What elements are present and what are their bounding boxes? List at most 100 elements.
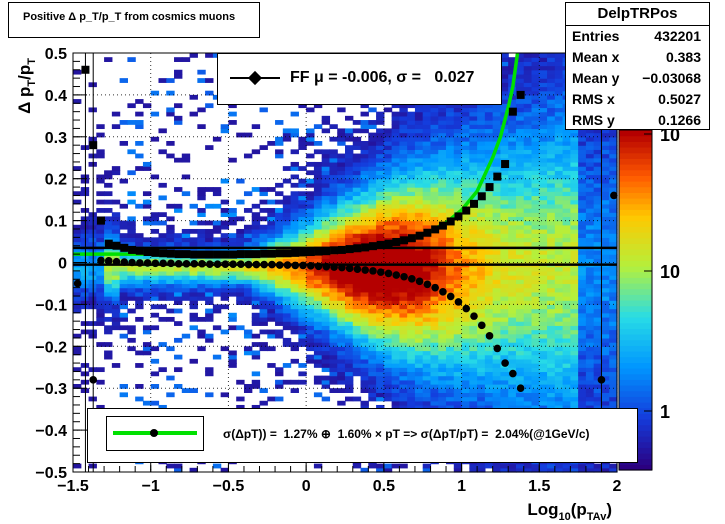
heatmap-cell — [282, 228, 292, 234]
heatmap-cell — [539, 199, 548, 205]
heatmap-cell — [531, 69, 540, 75]
heatmap-cell — [399, 304, 408, 310]
heatmap-cell — [197, 228, 206, 234]
mean-point — [376, 268, 385, 276]
heatmap-cell — [329, 187, 338, 192]
heatmap-cell — [477, 111, 486, 117]
heatmap-cell — [601, 174, 610, 180]
palette-cell — [619, 203, 652, 210]
heatmap-cell — [515, 400, 525, 406]
heatmap-cell — [539, 392, 548, 398]
heatmap-cell — [243, 241, 253, 247]
heatmap-cell — [282, 203, 292, 209]
rms-point — [244, 250, 253, 259]
heatmap-cell — [515, 304, 525, 310]
heatmap-cell — [383, 187, 393, 192]
heatmap-cell — [492, 300, 502, 305]
heatmap-cell — [469, 384, 478, 389]
heatmap-cell — [422, 270, 432, 276]
heatmap-cell — [407, 308, 416, 314]
heatmap-cell — [414, 283, 424, 289]
heatmap-cell — [531, 199, 540, 205]
mean-point — [501, 359, 509, 367]
heatmap-cell — [492, 249, 502, 255]
heatmap-cell — [205, 316, 214, 322]
heatmap-cell — [321, 212, 331, 218]
heatmap-cell — [500, 149, 509, 155]
heatmap-cell — [306, 212, 315, 218]
heatmap-cell — [578, 375, 587, 381]
heatmap-cell — [236, 296, 245, 301]
heatmap-cell — [453, 191, 463, 197]
heatmap-cell — [73, 99, 82, 104]
heatmap-cell — [500, 233, 509, 238]
heatmap-cell — [321, 342, 331, 347]
heatmap-cell — [376, 220, 385, 226]
heatmap-cell — [523, 358, 533, 364]
heatmap-cell — [539, 283, 548, 289]
heatmap-cell — [430, 136, 439, 142]
heatmap-cell — [368, 346, 377, 352]
heatmap-cell — [593, 228, 603, 234]
rms-point — [143, 248, 152, 257]
heatmap-cell — [352, 296, 362, 301]
heatmap-cell — [601, 308, 610, 314]
heatmap-cell — [150, 291, 160, 297]
heatmap-cell — [609, 333, 618, 339]
heatmap-cell — [438, 107, 447, 113]
heatmap-cell — [407, 115, 416, 121]
heatmap-cell — [391, 103, 400, 109]
heatmap-cell — [282, 136, 292, 142]
heatmap-cell — [104, 199, 113, 205]
heatmap-cell — [531, 145, 540, 150]
palette-cell — [619, 271, 652, 278]
heatmap-cell — [601, 237, 610, 243]
heatmap-cell — [127, 296, 136, 301]
heatmap-cell — [290, 212, 299, 218]
heatmap-cell — [461, 115, 470, 121]
heatmap-cell — [360, 166, 369, 171]
heatmap-cell — [119, 275, 128, 280]
heatmap-cell — [500, 61, 509, 67]
heatmap-cell — [484, 371, 494, 377]
heatmap-cell — [119, 283, 128, 289]
heatmap-cell — [585, 145, 595, 150]
heatmap-cell — [585, 170, 595, 176]
heatmap-cell — [166, 153, 175, 159]
heatmap-cell — [453, 270, 463, 276]
heatmap-cell — [298, 182, 307, 188]
heatmap-cell — [313, 337, 323, 343]
heatmap-cell — [407, 241, 416, 247]
heatmap-cell — [376, 463, 385, 469]
heatmap-cell — [360, 103, 369, 109]
heatmap-cell — [345, 304, 354, 310]
heatmap-cell — [376, 321, 385, 326]
heatmap-cell — [236, 404, 245, 410]
heatmap-cell — [461, 216, 470, 222]
heatmap-cell — [391, 304, 400, 310]
heatmap-cell — [414, 153, 424, 159]
heatmap-cell — [111, 212, 121, 218]
heatmap-cell — [547, 350, 556, 356]
heatmap-cell — [593, 128, 603, 134]
heatmap-cell — [104, 308, 113, 314]
heatmap-cell — [609, 308, 618, 314]
heatmap-cell — [228, 325, 237, 331]
heatmap-cell — [438, 346, 447, 352]
heatmap-cell — [578, 300, 587, 305]
heatmap-cell — [290, 312, 299, 318]
heatmap-cell — [578, 392, 587, 398]
heatmap-cell — [446, 367, 455, 373]
heatmap-cell — [500, 182, 509, 188]
heatmap-cell — [174, 103, 183, 109]
heatmap-cell — [430, 296, 439, 301]
heatmap-cell — [593, 203, 603, 209]
mean-point — [120, 258, 129, 266]
heatmap-cell — [376, 379, 385, 385]
heatmap-cell — [383, 216, 393, 222]
heatmap-cell — [446, 208, 455, 213]
heatmap-cell — [220, 291, 230, 297]
heatmap-cell — [453, 287, 463, 293]
heatmap-cell — [251, 220, 261, 226]
heatmap-cell — [609, 463, 618, 469]
